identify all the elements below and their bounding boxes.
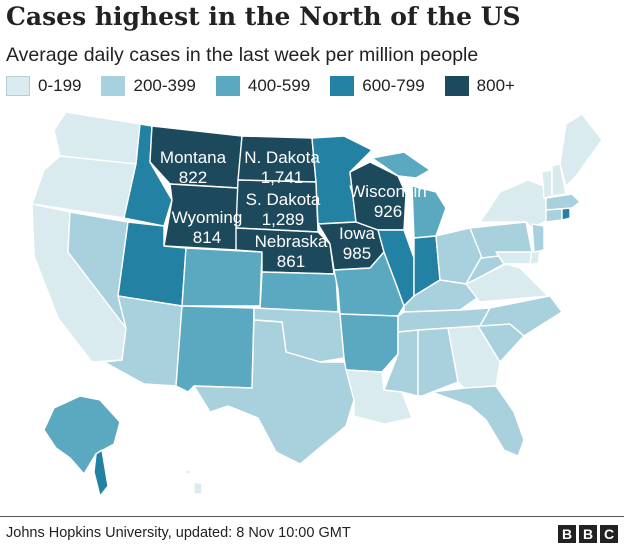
state-north-carolina (479, 295, 563, 337)
state-name-iowa: Iowa (339, 224, 375, 243)
state-label-iowa: Iowa 985 (339, 224, 375, 264)
state-florida (431, 385, 525, 457)
state-value-south-dakota: 1,289 (261, 210, 305, 229)
state-value-wyoming: 814 (192, 228, 222, 247)
legend-item-0-199: 0-199 (6, 75, 81, 97)
state-wisconsin (349, 161, 407, 231)
state-oregon (31, 155, 137, 219)
state-michigan-lp (411, 185, 447, 239)
state-label-wyoming: Wyoming 814 (172, 208, 243, 248)
state-kansas (259, 271, 339, 313)
legend-item-400-599: 400-599 (215, 75, 311, 97)
map-svg (31, 111, 603, 497)
legend-swatch-400-599 (215, 76, 240, 96)
legend-swatch-200-399 (101, 76, 126, 96)
state-name-wyoming: Wyoming (171, 208, 243, 227)
legend-swatch-600-799 (330, 76, 355, 96)
legend-item-800-plus: 800+ (444, 75, 515, 97)
legend: 0-199 200-399 400-599 600-799 800+ (6, 74, 618, 98)
state-label-nebraska: Nebraska 861 (255, 232, 328, 272)
state-label-north-dakota: N. Dakota 1,741 (244, 148, 320, 188)
state-name-montana: Montana (159, 148, 227, 167)
state-name-north-dakota: N. Dakota (244, 148, 320, 167)
chart-title: Cases highest in the North of the US (6, 2, 521, 31)
legend-label-0-199: 0-199 (38, 76, 82, 95)
state-maine (559, 113, 603, 187)
legend-label-800-plus: 800+ (476, 76, 515, 95)
state-hawaii-small (185, 469, 191, 475)
state-massachusetts (545, 193, 581, 211)
state-value-iowa: 985 (342, 244, 372, 263)
state-value-wisconsin: 926 (373, 202, 403, 221)
state-value-north-dakota: 1,741 (260, 168, 304, 187)
state-hawaii-big (193, 481, 203, 495)
legend-swatch-0-199 (6, 76, 30, 96)
state-arkansas (339, 313, 399, 373)
bbc-logo-block: C (600, 525, 618, 543)
state-louisiana (345, 369, 413, 425)
chart-subtitle: Average daily cases in the last week per… (6, 44, 479, 66)
bbc-logo: B B C (558, 525, 618, 543)
state-wyoming (163, 183, 239, 251)
state-michigan-up (371, 151, 431, 179)
state-colorado (181, 247, 263, 307)
source-note: Johns Hopkins University, updated: 8 Nov… (6, 525, 351, 541)
state-new-hampshire (551, 163, 567, 197)
state-alaska (43, 395, 121, 475)
state-value-montana: 822 (178, 168, 208, 187)
state-new-york (479, 179, 549, 229)
state-name-wisconsin: Wisconsin (349, 182, 427, 201)
bbc-logo-block: B (579, 525, 597, 543)
legend-label-600-799: 600-799 (362, 76, 425, 95)
legend-item-600-799: 600-799 (330, 75, 425, 97)
state-new-jersey (531, 223, 545, 253)
state-name-nebraska: Nebraska (254, 232, 328, 251)
us-choropleth-map: Montana 822 N. Dakota 1,741 S. Dakota 1,… (0, 100, 624, 516)
state-label-wisconsin: Wisconsin 926 (349, 182, 426, 222)
state-value-nebraska: 861 (276, 252, 306, 271)
state-new-mexico (175, 305, 255, 393)
legend-label-200-399: 200-399 (133, 76, 196, 95)
state-label-south-dakota: S. Dakota 1,289 (246, 190, 321, 230)
bbc-logo-block: B (558, 525, 576, 543)
footer: Johns Hopkins University, updated: 8 Nov… (0, 516, 624, 546)
legend-item-200-399: 200-399 (101, 75, 196, 97)
legend-label-400-599: 400-599 (247, 76, 311, 95)
legend-swatch-800-plus (444, 76, 469, 96)
state-name-south-dakota: S. Dakota (245, 190, 321, 209)
state-texas (193, 319, 355, 465)
state-vermont (541, 169, 553, 199)
state-label-montana: Montana 822 (160, 148, 226, 188)
state-alaska-panhandle (93, 449, 109, 497)
state-rhode-island (561, 207, 571, 221)
